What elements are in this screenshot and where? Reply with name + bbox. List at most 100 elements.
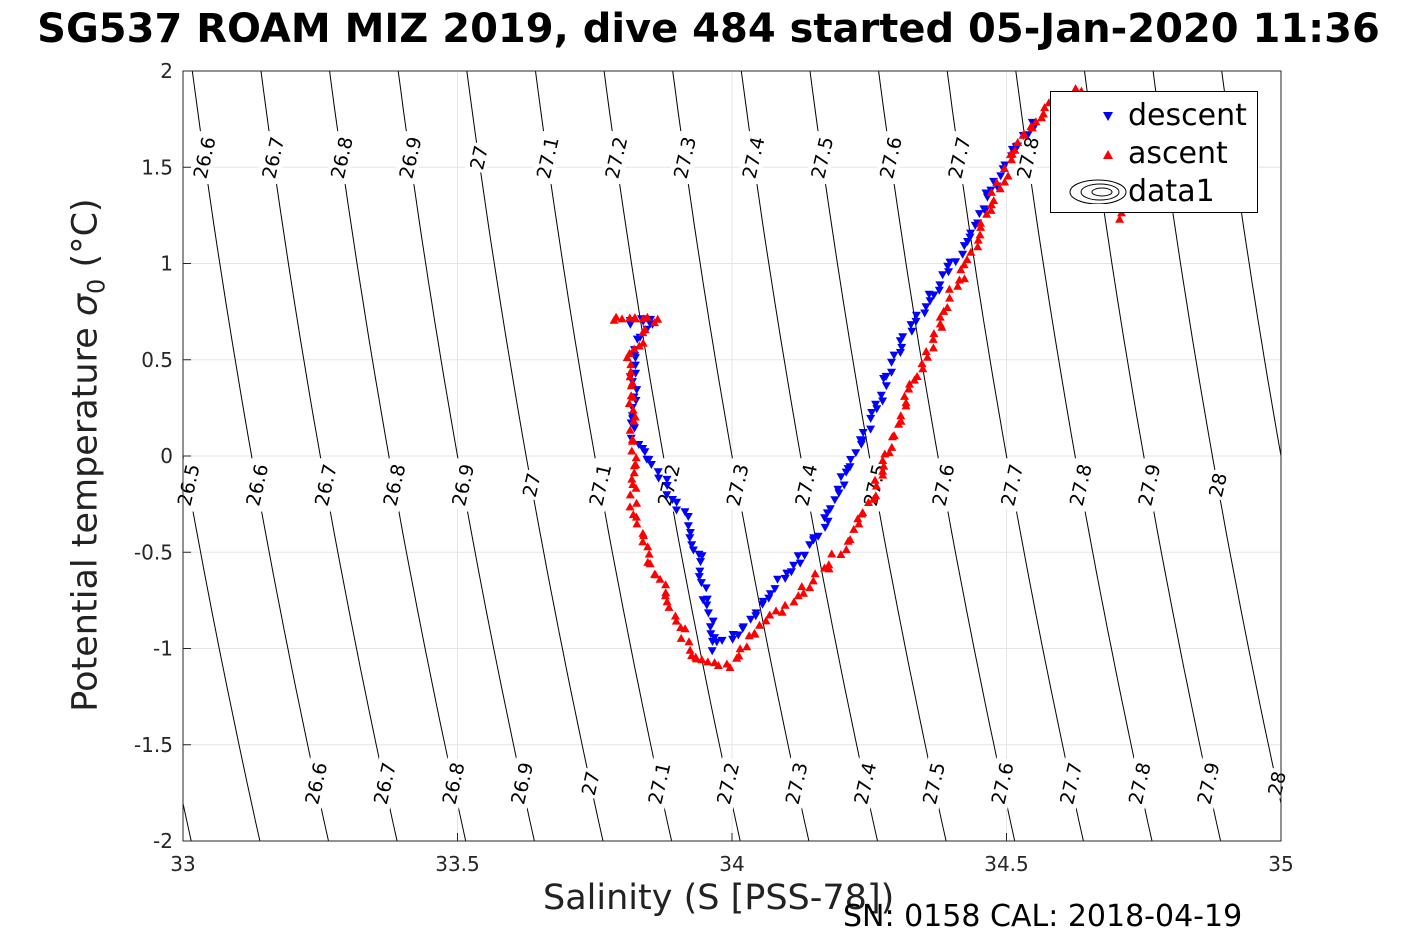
descent-marker — [966, 229, 976, 238]
contour-label: 26.7 — [370, 760, 401, 806]
contour-label-bg — [789, 458, 823, 512]
descent-marker — [653, 468, 663, 477]
contour-label-bg — [917, 756, 950, 811]
ascent-marker — [684, 637, 694, 646]
descent-marker — [703, 609, 713, 618]
descent-marker — [683, 522, 693, 531]
ascent-marker — [655, 574, 665, 583]
ascent-marker — [935, 312, 945, 321]
ascent-marker — [629, 461, 639, 470]
ascent-marker — [945, 293, 955, 302]
descent-marker — [746, 615, 756, 624]
descent-marker — [687, 541, 697, 550]
ascent-marker — [921, 347, 931, 355]
descent-marker — [705, 623, 715, 632]
ascent-marker — [639, 531, 649, 540]
contour-label-bg — [805, 130, 839, 185]
descent-marker — [945, 258, 955, 267]
ascent-marker — [755, 620, 764, 629]
contour-label-bg — [942, 130, 976, 185]
ascent-marker — [900, 391, 909, 400]
descent-marker — [694, 573, 704, 582]
contour-label: 27.9 — [1193, 760, 1224, 806]
contour-label-bg — [599, 130, 633, 185]
contour-label: 27.5 — [919, 760, 950, 806]
contour-label-bg — [711, 756, 744, 811]
contour-label-group: 27.4 — [736, 130, 770, 185]
descent-marker — [951, 258, 961, 267]
ascent-marker — [632, 519, 642, 528]
contour-label: 27.1 — [585, 462, 616, 508]
descent-marker — [702, 595, 712, 604]
ascent-marker — [797, 582, 807, 591]
contour-label: 27 — [519, 471, 546, 500]
descent-marker — [881, 382, 891, 391]
legend-entry-descent: descent — [1051, 96, 1257, 133]
contour-label: 27.4 — [739, 135, 770, 181]
contour-label-group: 26.7 — [368, 756, 401, 811]
descent-marker — [770, 585, 780, 594]
ascent-marker — [918, 364, 928, 373]
contour-label: 27.6 — [876, 135, 907, 181]
serial-calibration-note: SN: 0158 CAL: 2018-04-19 — [843, 899, 1243, 934]
ascent-marker — [1031, 117, 1041, 126]
ascent-marker — [617, 314, 627, 323]
contour-label-group: 27 — [517, 468, 546, 502]
ascent-marker — [671, 616, 681, 625]
contour-label: 27.2 — [713, 760, 744, 806]
contour-label: 27.3 — [782, 760, 813, 806]
ascent-marker — [805, 583, 815, 592]
ascent-marker — [935, 319, 945, 328]
ascent-marker — [966, 247, 976, 256]
y-axis-label: Potential temperature σ0 (°C) — [65, 198, 111, 712]
contour-label: 27.3 — [723, 462, 754, 508]
ascent-marker — [661, 580, 671, 589]
descent-marker — [935, 281, 945, 290]
ascent-marker — [1007, 155, 1016, 164]
ascent-marker — [625, 425, 635, 434]
descent-marker — [920, 309, 930, 318]
contour-label-group: 26.8 — [325, 130, 358, 185]
ascent-marker — [956, 265, 966, 274]
x-tick-label: 33.5 — [435, 852, 480, 876]
contour-label-group: 27 — [464, 141, 493, 174]
contour-label: 27.6 — [988, 760, 1019, 806]
ascent-marker — [632, 498, 642, 507]
descent-marker — [907, 327, 917, 336]
ascent-marker — [670, 611, 680, 620]
descent-marker — [672, 498, 682, 507]
contour-label: 26.9 — [448, 462, 479, 508]
descent-marker — [773, 575, 782, 584]
contour-label: 27.6 — [928, 462, 959, 508]
ascent-marker — [824, 564, 834, 573]
descent-marker — [981, 189, 991, 198]
ascent-marker — [992, 178, 1002, 187]
legend-label-data1: data1 — [1128, 174, 1215, 209]
contour-label-bg — [779, 756, 813, 811]
ascent-marker — [976, 222, 986, 231]
descent-marker — [630, 424, 639, 433]
ascent-marker — [973, 242, 983, 251]
ascent-marker — [625, 502, 635, 511]
contour-label-bg — [1262, 767, 1291, 800]
contour-icon — [1069, 179, 1127, 204]
descent-marker — [851, 449, 861, 458]
descent-marker — [646, 461, 656, 469]
contour-label-bg — [1203, 468, 1232, 502]
contour-label-group: 27.9 — [1132, 458, 1165, 512]
descent-marker — [996, 172, 1006, 181]
contour-label-bg — [1063, 458, 1097, 512]
y-tick-label: 0 — [160, 444, 173, 468]
descent-marker-icon — [1103, 112, 1113, 121]
y-tick-label: -2 — [153, 829, 173, 853]
ascent-marker — [928, 343, 938, 352]
descent-marker — [738, 623, 748, 632]
contour-label: 26.7 — [311, 462, 342, 508]
contour-label-group: 27.5 — [917, 756, 950, 811]
ascent-marker — [622, 353, 632, 362]
descent-marker — [789, 561, 799, 570]
contour-line-26.5 — [183, 453, 261, 841]
ascent-marker — [858, 508, 868, 517]
contour-label-bg — [583, 458, 617, 512]
